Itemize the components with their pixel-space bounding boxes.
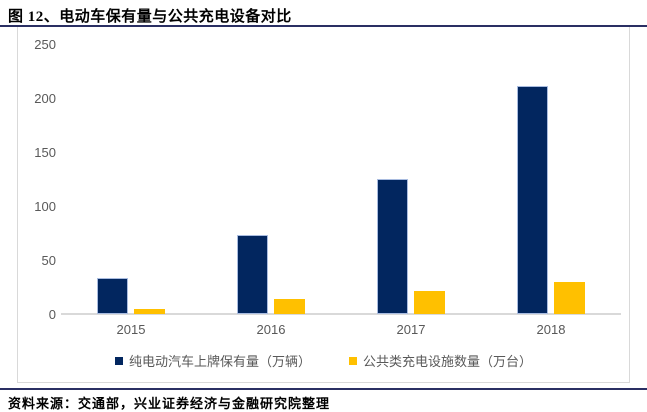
- page-title: 图 12、电动车保有量与公共充电设备对比: [8, 9, 292, 25]
- bar-navy-2016: [237, 235, 268, 314]
- y-tick-label: 50: [41, 253, 56, 268]
- bar-gold-2016: [274, 298, 305, 314]
- footer-rule: [0, 388, 647, 390]
- legend-item: 公共类充电设施数量（万台）: [349, 351, 532, 370]
- bar-navy-2017: [377, 179, 408, 314]
- x-tick-label: 2017: [396, 322, 426, 337]
- bar-gold-2015: [134, 308, 165, 314]
- chart-area: 0 50 100 150 200 250 2015 2016 2017 2018 纯电动汽车上牌…: [17, 27, 630, 383]
- x-tick-label: 2018: [536, 322, 566, 337]
- x-tick-label: 2015: [116, 322, 146, 337]
- legend-label: 公共类充电设施数量（万台）: [363, 354, 533, 369]
- plot-area: 2015 2016 2017 2018: [61, 45, 621, 337]
- x-axis-line: [61, 313, 621, 315]
- source-note: 资料来源：交通部，兴业证券经济与金融研究院整理: [8, 396, 331, 411]
- y-tick-label: 100: [34, 199, 56, 214]
- bar-gold-2018: [554, 281, 585, 314]
- y-tick-label: 250: [34, 37, 56, 52]
- x-tick-label: 2016: [256, 322, 286, 337]
- bar-gold-2017: [414, 291, 445, 314]
- bar-navy-2018: [517, 86, 548, 314]
- legend-item: 纯电动汽车上牌保有量（万辆）: [114, 351, 311, 370]
- legend-swatch-icon: [114, 356, 123, 365]
- y-tick-label: 0: [48, 307, 56, 322]
- title-underline: [0, 25, 647, 27]
- y-tick-label: 150: [34, 145, 56, 160]
- y-axis-labels: 0 50 100 150 200 250: [20, 37, 56, 322]
- legend-swatch-icon: [349, 356, 357, 365]
- legend: 纯电动汽车上牌保有量（万辆） 公共类充电设施数量（万台）: [18, 351, 629, 370]
- bar-navy-2015: [97, 278, 128, 314]
- y-tick-label: 200: [34, 91, 56, 106]
- legend-label: 纯电动汽车上牌保有量（万辆）: [128, 354, 311, 369]
